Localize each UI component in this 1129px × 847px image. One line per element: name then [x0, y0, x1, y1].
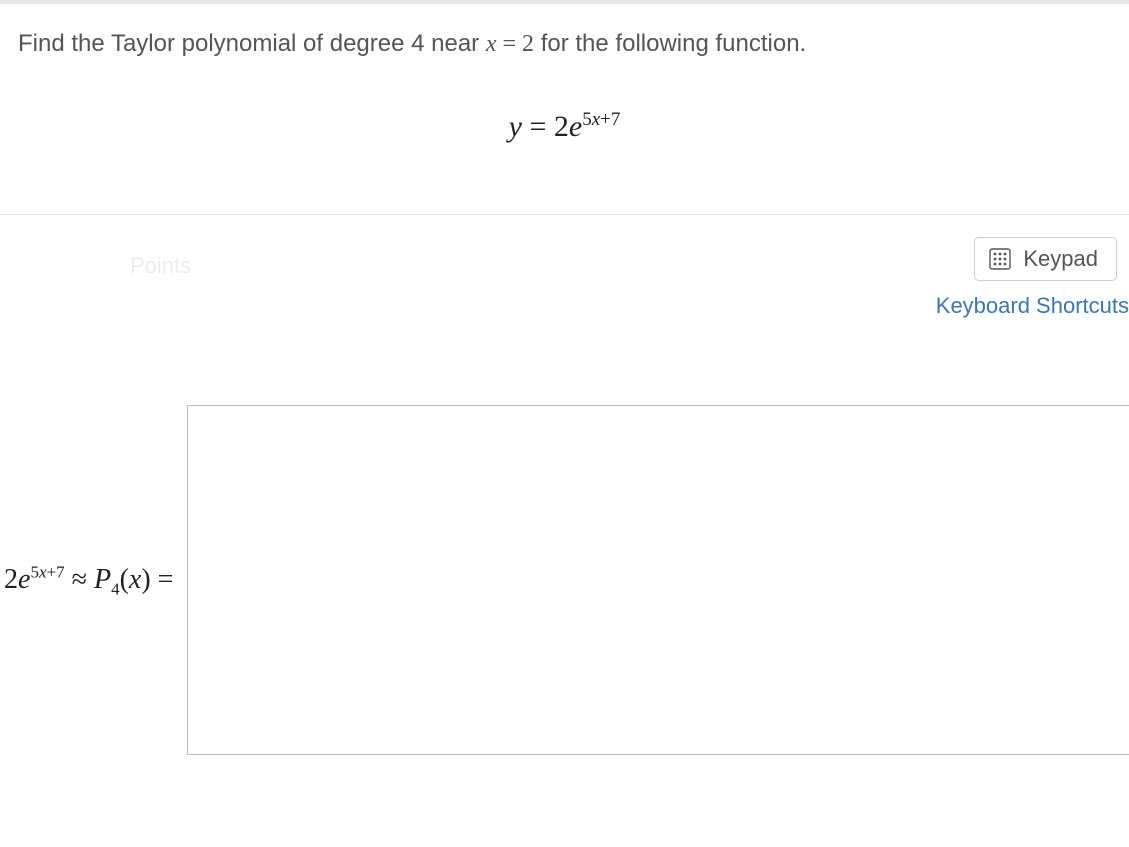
- lhs-approx: ≈: [72, 564, 94, 595]
- equation-display: y = 2e5x+7: [18, 110, 1111, 144]
- keyboard-shortcuts-link[interactable]: Keyboard Shortcuts: [936, 293, 1129, 319]
- eq-lhs: y: [509, 110, 522, 143]
- answer-area: Points Ke: [0, 215, 1129, 775]
- q-var: x: [486, 31, 497, 57]
- points-watermark: Points: [130, 253, 191, 279]
- question-text: Find the Taylor polynomial of degree 4 n…: [18, 28, 1111, 60]
- question-page: Find the Taylor polynomial of degree 4 n…: [0, 0, 1129, 847]
- answer-lhs: 2e5x+7 ≈ P4(x) =: [0, 564, 187, 596]
- keypad-icon: [989, 248, 1011, 270]
- eq-coef: 2: [554, 110, 569, 143]
- lhs-exp: 5x+7: [30, 563, 64, 582]
- q-eq: =: [497, 31, 523, 57]
- lhs-base: e: [18, 564, 30, 595]
- tool-strip: Keypad Keyboard Shortcuts: [936, 237, 1129, 319]
- answer-row: 2e5x+7 ≈ P4(x) =: [0, 405, 1129, 755]
- lhs-paren-close: ) =: [141, 564, 173, 595]
- keypad-button[interactable]: Keypad: [974, 237, 1117, 281]
- lhs-exp-p7: +7: [46, 563, 64, 582]
- eq-exp-x: x: [592, 109, 600, 130]
- eq-exp-5: 5: [582, 109, 592, 130]
- lhs-exp-5: 5: [30, 563, 39, 582]
- question-block: Find the Taylor polynomial of degree 4 n…: [0, 4, 1129, 215]
- answer-input[interactable]: [187, 405, 1129, 755]
- eq-exp-p7: +7: [600, 109, 620, 130]
- lhs-coef: 2: [4, 564, 18, 595]
- lhs-sub4: 4: [111, 580, 120, 599]
- lhs-paren-open: (: [120, 564, 129, 595]
- lhs-x: x: [129, 564, 141, 595]
- eq-exp: 5x+7: [582, 109, 620, 130]
- q-post: for the following function.: [534, 30, 806, 57]
- q-val: 2: [522, 31, 534, 57]
- keypad-label: Keypad: [1023, 246, 1098, 272]
- lhs-P: P: [94, 564, 111, 595]
- q-pre: Find the Taylor polynomial of degree 4 n…: [18, 30, 486, 57]
- lhs-ofx: (x) =: [120, 564, 174, 595]
- eq-eq: =: [522, 110, 554, 143]
- eq-base: e: [569, 110, 582, 143]
